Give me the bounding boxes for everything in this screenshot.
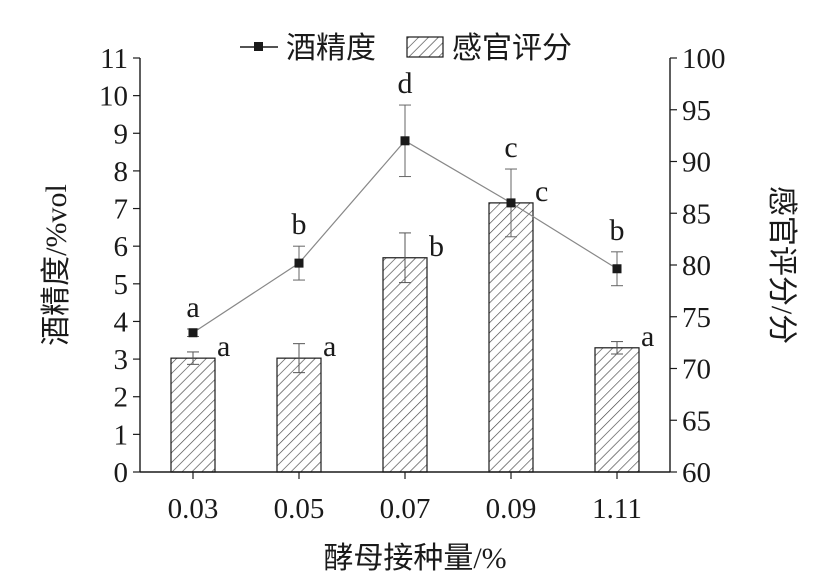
line-sig-label-3: c [504,131,517,164]
bar-sig-label-2: b [429,230,444,263]
left-tick-label-0: 0 [114,457,129,489]
right-tick-label-2: 70 [682,354,711,386]
legend-line-marker [254,42,263,51]
left-tick-label-4: 4 [114,306,129,338]
right-tick-label-8: 100 [682,43,726,75]
right-tick-label-5: 85 [682,198,711,230]
legend-label-bar: 感官评分 [452,32,572,65]
x-tick-label-1: 0.05 [274,493,325,525]
x-tick-label-3: 0.09 [486,493,537,525]
x-tick-label-2: 0.07 [380,493,431,525]
bar-sensory-1 [276,357,322,473]
left-tick-label-11: 11 [100,43,128,75]
legend: 酒精度 感官评分 [240,32,572,65]
left-tick-label-1: 1 [114,419,129,451]
line-point-0 [188,328,198,338]
right-tick-label-0: 60 [682,457,711,489]
line-sig-label-1: b [292,208,307,241]
right-tick-label-3: 75 [682,302,711,334]
bar-sig-label-4: a [641,320,654,353]
left-tick-label-5: 5 [114,269,129,301]
legend-bar-swatch [406,36,444,58]
left-axis-title: 酒精度/%vol [40,184,73,346]
left-tick-label-8: 8 [114,156,129,188]
left-tick-label-2: 2 [114,382,129,414]
x-axis-title: 酵母接种量/% [323,542,506,575]
bar-sensory-0 [170,357,216,473]
left-tick-label-10: 10 [99,81,128,113]
left-tick-label-6: 6 [114,231,129,263]
plot-area: 0 1 2 3 4 5 6 7 8 9 10 11 60 65 70 75 80 85 90 95 100 0.03 0.0… [99,43,726,525]
x-tick-label-0: 0.03 [168,493,219,525]
bar-sig-label-3: c [535,175,548,208]
right-tick-label-6: 90 [682,147,711,179]
line-sig-label-0: a [186,291,199,324]
left-tick-label-3: 3 [114,344,129,376]
line-point-4 [612,264,622,274]
line-sig-label-2: d [398,67,413,100]
bar-sensory-3 [488,202,534,473]
bar-sig-label-0: a [217,330,230,363]
x-tick-label-4: 1.11 [592,493,642,525]
line-sig-label-4: b [610,214,625,247]
legend-label-line: 酒精度 [286,32,376,65]
right-axis-title: 感官评分/分 [765,186,798,344]
bar-sensory-4 [594,347,640,473]
bar-sig-label-1: a [323,330,336,363]
line-point-1 [294,258,304,268]
line-point-3 [506,198,516,208]
bar-sensory-2 [382,257,428,473]
right-tick-label-4: 80 [682,250,711,282]
right-tick-label-1: 65 [682,405,711,437]
left-tick-label-9: 9 [114,118,129,150]
line-point-2 [400,136,410,146]
left-tick-label-7: 7 [114,194,129,226]
right-tick-label-7: 95 [682,95,711,127]
